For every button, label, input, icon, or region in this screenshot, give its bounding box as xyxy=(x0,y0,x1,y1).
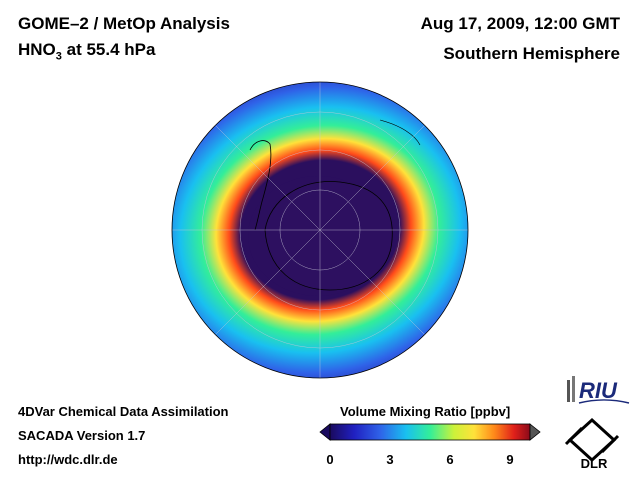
species-formula: HNO xyxy=(18,40,56,59)
dlr-logo-mark xyxy=(564,417,620,463)
riu-logo-swoosh xyxy=(578,399,630,404)
africa-coastline xyxy=(379,119,421,146)
antarctica-coastline xyxy=(264,181,393,291)
globe-field xyxy=(172,82,468,378)
riu-logo-text: RIU xyxy=(579,378,618,403)
riu-logo-bar xyxy=(572,376,575,402)
species-level: at 55.4 hPa xyxy=(61,40,156,59)
colorbar-tick: 6 xyxy=(446,452,454,467)
dlr-logo: DLR xyxy=(564,417,620,470)
footer-url: http://wdc.dlr.de xyxy=(18,452,118,467)
dlr-logo-text: DLR xyxy=(581,456,608,470)
colorbar-tick: 3 xyxy=(386,452,394,467)
riu-logo-bar xyxy=(567,380,570,402)
region-label: Southern Hemisphere xyxy=(443,44,620,63)
south-america-coastline xyxy=(249,140,272,231)
globe-map xyxy=(171,81,469,379)
colorbar-title: Volume Mixing Ratio [ppbv] xyxy=(340,404,511,419)
colorbar-tick: 9 xyxy=(506,452,514,467)
riu-logo: RIU xyxy=(567,376,630,404)
colorbar-gradient xyxy=(329,423,531,441)
footer-version: SACADA Version 1.7 xyxy=(18,428,146,443)
colorbar-min-arrow xyxy=(319,423,331,441)
globe-outline xyxy=(171,81,469,379)
datetime-label: Aug 17, 2009, 12:00 GMT xyxy=(420,14,620,33)
footer-method: 4DVar Chemical Data Assimilation xyxy=(18,404,229,419)
graticule xyxy=(172,82,468,378)
species-label: HNO3 at 55.4 hPa xyxy=(18,40,155,62)
colorbar xyxy=(319,423,541,441)
colorbar-tick: 0 xyxy=(326,452,334,467)
colorbar-max-arrow xyxy=(529,423,541,441)
map-title: GOME–2 / MetOp Analysis xyxy=(18,14,230,33)
species-subscript: 3 xyxy=(55,50,62,63)
